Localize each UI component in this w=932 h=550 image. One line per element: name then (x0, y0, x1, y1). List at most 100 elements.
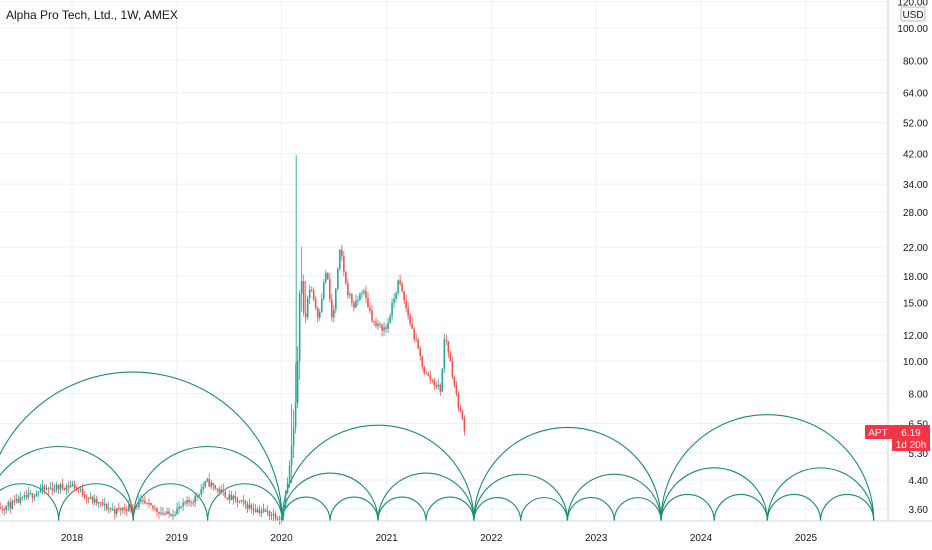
candle-body (316, 307, 319, 318)
currency-badge[interactable] (900, 6, 926, 22)
cycle-arc (473, 473, 569, 522)
candle-body (103, 503, 106, 506)
time-axis[interactable]: 2018 2019 2020 2021 2022 2023 2024 2025 (61, 533, 818, 544)
candle-body (341, 249, 343, 257)
candle-body (156, 508, 158, 512)
candle-body (339, 249, 341, 269)
candle-body (238, 500, 241, 502)
candle-body (17, 498, 20, 504)
cycle-arc (660, 414, 875, 522)
price-tick-label: 80.00 (903, 56, 928, 67)
candle-body (166, 511, 168, 515)
candle-body (337, 268, 339, 289)
cycle-arc (820, 493, 875, 522)
candle-body (224, 491, 227, 498)
candle-body (300, 281, 303, 294)
candle-body (9, 502, 12, 509)
candle-body (435, 385, 438, 387)
candle-body (324, 272, 327, 283)
candle-body (407, 307, 409, 317)
candle-body (35, 493, 38, 497)
candle-body (266, 511, 269, 513)
candle-body (306, 298, 309, 318)
candle-body (87, 498, 90, 500)
candle-body (119, 508, 122, 511)
candle-body (343, 256, 345, 272)
candle-body (200, 489, 202, 495)
cycle-arc (566, 497, 615, 522)
candle-body (240, 500, 243, 502)
candle-body (345, 271, 347, 284)
candle-body (387, 322, 389, 329)
candle-body (230, 494, 233, 501)
candle-body (449, 352, 452, 362)
price-tick-label: 4.40 (909, 476, 929, 487)
candle-body (429, 375, 432, 380)
candle-body (385, 327, 387, 329)
cycle-arc (660, 493, 715, 522)
candle-body (427, 373, 430, 376)
candle-body (453, 377, 456, 386)
cycle-arc (329, 496, 379, 522)
candle-body (286, 483, 289, 493)
last-price-label: APT 6.19 1d 20h (865, 425, 930, 451)
price-tick-label: 15.00 (903, 299, 928, 310)
cycle-arc (281, 472, 379, 522)
price-tick-label: 3.60 (909, 505, 929, 516)
candle-body (190, 502, 192, 504)
candle-body (122, 507, 124, 511)
candle-body (391, 302, 393, 317)
candle-body (322, 282, 325, 299)
price-axis[interactable]: 120.00 100.00 80.00 64.00 52.00 42.00 34.00 28.… (897, 0, 928, 516)
candle-body (244, 501, 247, 504)
candle-body (176, 508, 178, 515)
candle-body (359, 293, 361, 300)
candle-body (242, 500, 245, 502)
candle-body (262, 509, 265, 512)
candle-body (33, 496, 36, 498)
candle-body (47, 488, 50, 490)
price-tick-label: 18.00 (903, 272, 928, 283)
candle-body (146, 502, 148, 504)
candle-body (31, 493, 34, 498)
candle-body (128, 504, 130, 512)
candle-body (208, 479, 211, 487)
candle-body (415, 339, 417, 341)
candle-body (188, 499, 190, 503)
cycle-arc (132, 446, 283, 522)
time-tick-label: 2019 (166, 533, 189, 544)
candle-body (369, 307, 371, 312)
last-price-text: 6.19 (901, 428, 921, 439)
time-tick-label: 2018 (61, 533, 84, 544)
cycle-arc (377, 496, 427, 522)
candle-body (320, 298, 323, 312)
candle-body (81, 488, 84, 495)
candle-body (150, 502, 152, 506)
candle-body (441, 368, 444, 392)
cycle-arc (0, 483, 60, 522)
candle-body (451, 361, 454, 378)
candle-body (162, 512, 164, 515)
candle-body (304, 312, 307, 318)
candle-body (59, 484, 62, 490)
time-tick-label: 2021 (375, 533, 398, 544)
candle-body (158, 511, 160, 514)
candle-body (142, 500, 144, 502)
candle-body (236, 498, 239, 502)
time-tick-label: 2023 (585, 533, 608, 544)
candle-body (395, 292, 397, 299)
candle-body (220, 489, 223, 493)
candle-body (222, 489, 225, 492)
candle-body (326, 272, 329, 279)
candle-body (65, 485, 68, 491)
price-tick-label: 100.00 (897, 24, 928, 35)
candle-body (280, 516, 283, 520)
candle-body (43, 486, 46, 490)
candles (0, 155, 466, 525)
candle-body (194, 495, 196, 503)
candle-body (383, 327, 385, 331)
price-tick-label: 28.00 (903, 208, 928, 219)
candle-body (413, 328, 415, 340)
candle-body (433, 380, 436, 386)
candle-body (130, 504, 132, 509)
